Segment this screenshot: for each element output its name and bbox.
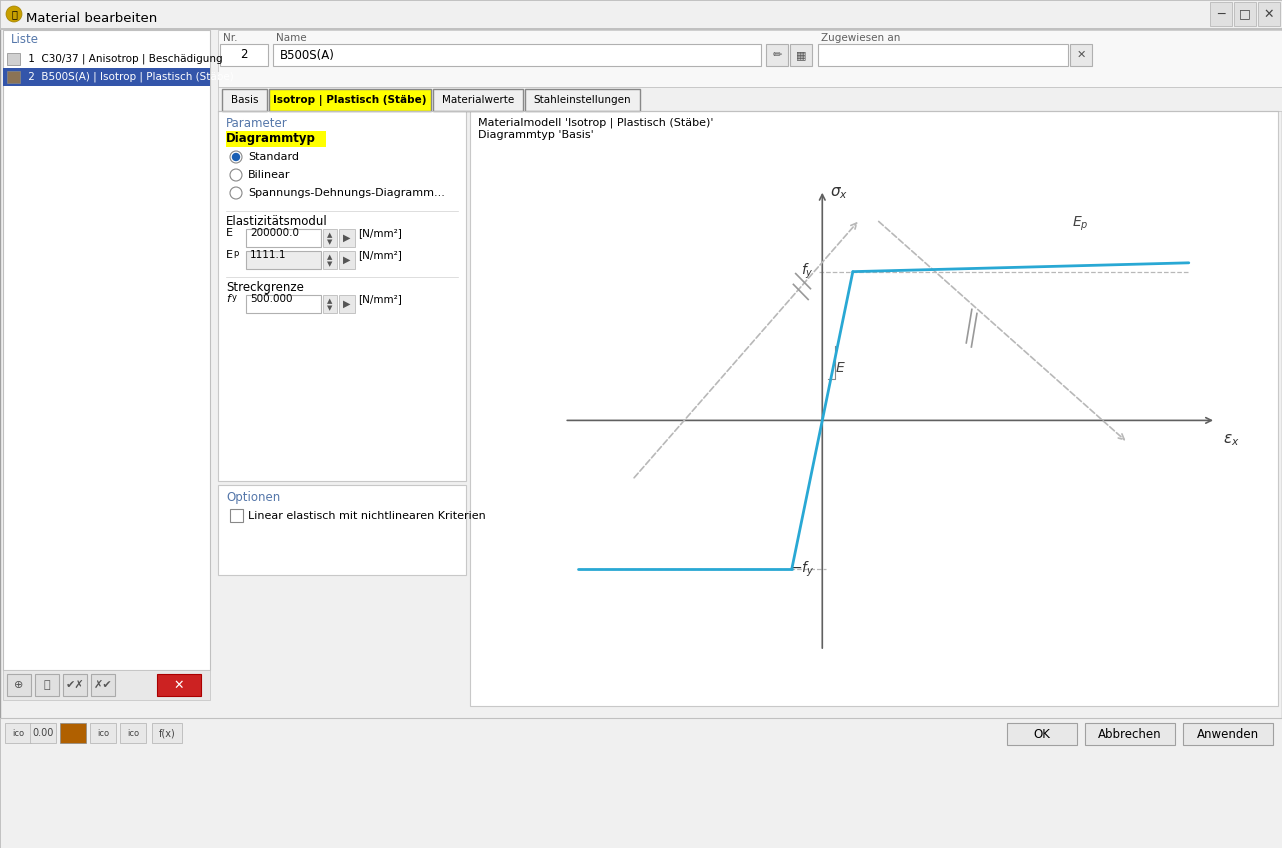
Text: Elastizitätsmodul: Elastizitätsmodul	[226, 215, 328, 228]
Text: E: E	[226, 228, 233, 238]
FancyBboxPatch shape	[526, 89, 640, 111]
FancyBboxPatch shape	[273, 44, 762, 66]
Text: Materialwerte: Materialwerte	[442, 95, 514, 105]
Text: ▶: ▶	[344, 255, 351, 265]
Text: [N/mm²]: [N/mm²]	[358, 294, 401, 304]
FancyBboxPatch shape	[1085, 723, 1176, 745]
Text: ▼: ▼	[327, 239, 333, 245]
Text: Abbrechen: Abbrechen	[1099, 728, 1161, 740]
FancyBboxPatch shape	[338, 229, 355, 247]
Text: y: y	[232, 293, 237, 302]
Text: ⊕: ⊕	[14, 680, 23, 690]
FancyBboxPatch shape	[218, 30, 1282, 87]
Text: Optionen: Optionen	[226, 491, 281, 504]
Text: [N/mm²]: [N/mm²]	[358, 228, 401, 238]
Text: ✕: ✕	[174, 678, 185, 691]
Text: 🔑: 🔑	[12, 9, 17, 19]
FancyBboxPatch shape	[1235, 2, 1256, 26]
FancyBboxPatch shape	[246, 251, 320, 269]
Circle shape	[229, 187, 242, 199]
FancyBboxPatch shape	[5, 723, 31, 743]
Text: ▲: ▲	[327, 232, 333, 238]
FancyBboxPatch shape	[818, 44, 1068, 66]
Text: ✏: ✏	[772, 50, 782, 60]
Text: $\sigma_x$: $\sigma_x$	[831, 186, 849, 201]
FancyBboxPatch shape	[218, 111, 465, 481]
FancyBboxPatch shape	[156, 674, 201, 696]
FancyBboxPatch shape	[269, 89, 431, 111]
Text: 2  B500S(A) | Isotrop | Plastisch (Stäbe): 2 B500S(A) | Isotrop | Plastisch (Stäbe)	[26, 72, 233, 82]
Text: Isotrop | Plastisch (Stäbe): Isotrop | Plastisch (Stäbe)	[273, 94, 427, 105]
Text: ⧉: ⧉	[44, 680, 50, 690]
Circle shape	[6, 6, 22, 22]
FancyBboxPatch shape	[3, 30, 210, 670]
Text: 2: 2	[240, 48, 247, 62]
FancyBboxPatch shape	[338, 295, 355, 313]
FancyBboxPatch shape	[1070, 44, 1092, 66]
FancyBboxPatch shape	[222, 89, 267, 111]
FancyBboxPatch shape	[1006, 723, 1077, 745]
Text: ─: ─	[1217, 8, 1224, 20]
Text: Stahleinstellungen: Stahleinstellungen	[533, 95, 631, 105]
FancyBboxPatch shape	[218, 87, 1282, 111]
FancyBboxPatch shape	[338, 251, 355, 269]
FancyBboxPatch shape	[35, 674, 59, 696]
Text: ▦: ▦	[796, 50, 806, 60]
FancyBboxPatch shape	[63, 674, 87, 696]
Text: ico: ico	[12, 728, 24, 738]
Text: [N/mm²]: [N/mm²]	[358, 250, 401, 260]
Text: f(x): f(x)	[159, 728, 176, 738]
Text: 1111.1: 1111.1	[250, 250, 286, 260]
Text: Bilinear: Bilinear	[247, 170, 291, 180]
FancyBboxPatch shape	[0, 0, 1282, 28]
Text: f: f	[226, 294, 229, 304]
Text: 1  C30/37 | Anisotrop | Beschädigung: 1 C30/37 | Anisotrop | Beschädigung	[26, 53, 223, 64]
FancyBboxPatch shape	[3, 670, 210, 700]
Text: Zugewiesen an: Zugewiesen an	[820, 33, 900, 43]
FancyBboxPatch shape	[91, 674, 115, 696]
Text: OK: OK	[1033, 728, 1050, 740]
Text: ▶: ▶	[344, 299, 351, 309]
Circle shape	[229, 169, 242, 181]
Text: $E_p$: $E_p$	[1072, 215, 1088, 233]
FancyBboxPatch shape	[433, 89, 523, 111]
Text: Streckgrenze: Streckgrenze	[226, 281, 304, 294]
FancyBboxPatch shape	[323, 251, 337, 269]
Text: ico: ico	[97, 728, 109, 738]
Circle shape	[232, 153, 240, 160]
FancyBboxPatch shape	[229, 509, 244, 522]
Text: Basis: Basis	[231, 95, 258, 105]
FancyBboxPatch shape	[1258, 2, 1279, 26]
Text: ✗✔: ✗✔	[94, 680, 113, 690]
Text: Nr.: Nr.	[223, 33, 237, 43]
Text: E: E	[226, 250, 233, 260]
FancyBboxPatch shape	[790, 44, 812, 66]
Text: p: p	[233, 248, 238, 258]
Text: 500.000: 500.000	[250, 294, 292, 304]
Text: ▼: ▼	[327, 261, 333, 267]
Text: Standard: Standard	[247, 152, 299, 162]
Text: Material bearbeiten: Material bearbeiten	[26, 12, 158, 25]
Text: □: □	[1240, 8, 1251, 20]
FancyBboxPatch shape	[246, 229, 320, 247]
Text: ✕: ✕	[1264, 8, 1274, 20]
Text: Anwenden: Anwenden	[1197, 728, 1259, 740]
FancyBboxPatch shape	[323, 229, 337, 247]
FancyBboxPatch shape	[226, 131, 326, 147]
Text: $-f_y$: $-f_y$	[790, 560, 814, 579]
FancyBboxPatch shape	[90, 723, 115, 743]
FancyBboxPatch shape	[0, 718, 1282, 848]
FancyBboxPatch shape	[218, 485, 465, 575]
Text: ▼: ▼	[327, 305, 333, 311]
FancyBboxPatch shape	[470, 111, 1278, 706]
Circle shape	[229, 151, 242, 163]
FancyBboxPatch shape	[121, 723, 146, 743]
Text: B500S(A): B500S(A)	[279, 48, 335, 62]
Text: Linear elastisch mit nichtlinearen Kriterien: Linear elastisch mit nichtlinearen Krite…	[247, 511, 486, 521]
Text: $\varepsilon_x$: $\varepsilon_x$	[1223, 432, 1240, 448]
Text: ✕: ✕	[1077, 50, 1086, 60]
Text: $E$: $E$	[835, 361, 845, 376]
FancyBboxPatch shape	[0, 28, 1282, 30]
Text: Spannungs-Dehnungs-Diagramm...: Spannungs-Dehnungs-Diagramm...	[247, 188, 445, 198]
